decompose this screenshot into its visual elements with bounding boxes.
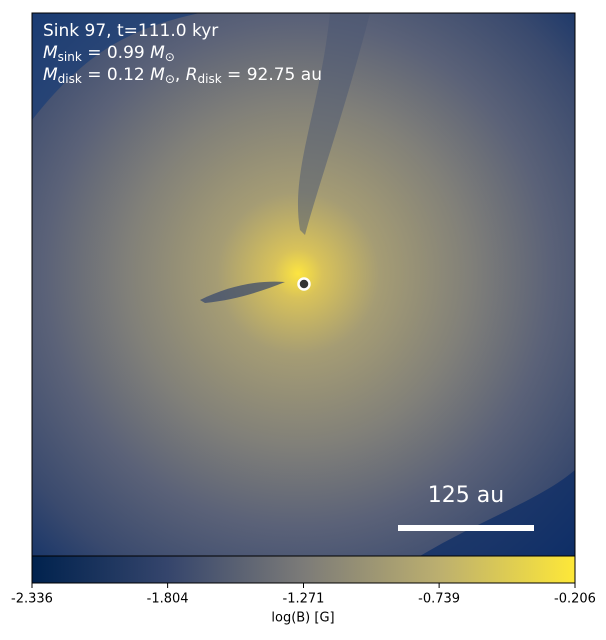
colorbar-label: log(B) [G] — [271, 611, 334, 626]
sink-marker — [297, 277, 311, 291]
tick-label: -1.804 — [147, 592, 189, 607]
annotation-part: M — [43, 43, 58, 63]
field-map — [32, 13, 575, 556]
annotation-part: disk — [198, 72, 222, 86]
annotation-part: , — [175, 65, 186, 85]
tick-label: -0.206 — [554, 592, 596, 607]
annotation-part: M — [150, 43, 165, 63]
tick-label: -2.336 — [11, 592, 53, 607]
tick-label: -1.271 — [283, 592, 325, 607]
annotation: Mdisk = 0.12 M⊙, Rdisk = 92.75 au — [43, 65, 322, 86]
annotation-part: disk — [58, 72, 82, 86]
annotation-part: sink — [58, 50, 82, 64]
tick-label: -0.739 — [418, 592, 460, 607]
scale-bar — [398, 525, 534, 531]
annotation-part: = 0.99 — [82, 43, 150, 63]
annotation: Sink 97, t=111.0 kyr — [43, 21, 218, 41]
annotation-part: R — [186, 65, 198, 85]
annotation-part: M — [43, 65, 58, 85]
scale-bar-label: 125 au — [428, 483, 504, 508]
annotation-part: ⊙ — [165, 72, 175, 86]
annotation-part: = 0.12 — [82, 65, 150, 85]
colorbar — [31, 555, 576, 584]
annotation-part: = 92.75 au — [222, 65, 322, 85]
annotation: Msink = 0.99 M⊙ — [43, 43, 175, 64]
annotation-part: ⊙ — [165, 50, 175, 64]
annotation-part: Sink 97, t=111.0 kyr — [43, 21, 218, 41]
annotation-part: M — [150, 65, 165, 85]
